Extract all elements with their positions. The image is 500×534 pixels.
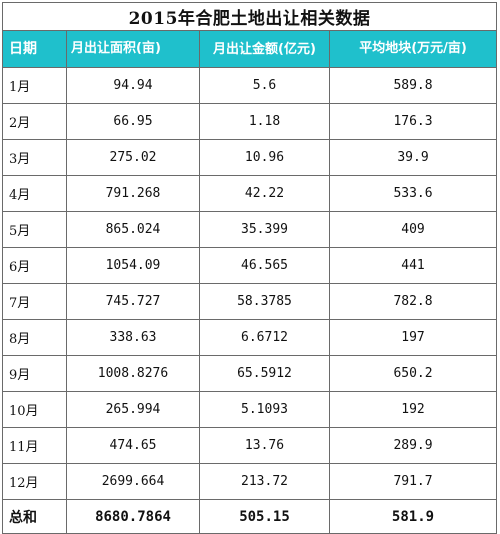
cell-amount: 42.22 bbox=[199, 175, 330, 212]
cell-month: 5月 bbox=[2, 211, 67, 248]
cell-month: 10月 bbox=[2, 391, 67, 428]
table-row: 10月 265.994 5.1093 192 bbox=[2, 391, 498, 428]
cell-area: 791.268 bbox=[66, 175, 200, 212]
cell-month: 2月 bbox=[2, 103, 67, 140]
cell-amount: 65.5912 bbox=[199, 355, 330, 392]
cell-avg: 39.9 bbox=[328, 139, 498, 176]
total-avg: 581.9 bbox=[328, 499, 498, 534]
cell-area: 2699.664 bbox=[66, 463, 200, 500]
cell-avg: 533.6 bbox=[328, 175, 498, 212]
cell-amount: 35.399 bbox=[199, 211, 330, 248]
cell-area: 745.727 bbox=[66, 283, 200, 320]
cell-amount: 46.565 bbox=[199, 247, 330, 284]
cell-amount: 6.6712 bbox=[199, 319, 330, 356]
table-row: 12月 2699.664 213.72 791.7 bbox=[2, 463, 498, 500]
table-row: 2月 66.95 1.18 176.3 bbox=[2, 103, 498, 140]
cell-avg: 192 bbox=[328, 391, 498, 428]
cell-amount: 5.6 bbox=[199, 67, 330, 104]
header-amount: 月出让金额(亿元) bbox=[199, 30, 330, 68]
table-title: 2015年合肥土地出让相关数据 bbox=[1, 2, 498, 31]
cell-avg: 289.9 bbox=[328, 427, 498, 464]
cell-month: 7月 bbox=[2, 283, 67, 320]
table-row: 5月 865.024 35.399 409 bbox=[2, 211, 498, 248]
cell-month: 1月 bbox=[2, 67, 67, 104]
cell-avg: 197 bbox=[328, 319, 498, 356]
cell-area: 865.024 bbox=[66, 211, 200, 248]
cell-month: 3月 bbox=[2, 139, 67, 176]
cell-month: 9月 bbox=[2, 355, 67, 392]
header-date: 日期 bbox=[2, 30, 67, 68]
total-amount: 505.15 bbox=[199, 499, 330, 534]
header-avg: 平均地块(万元/亩) bbox=[328, 30, 498, 68]
cell-month: 6月 bbox=[2, 247, 67, 284]
header-row: 日期 月出让面积(亩) 月出让金额(亿元) 平均地块(万元/亩) bbox=[2, 30, 498, 68]
cell-month: 4月 bbox=[2, 175, 67, 212]
table-row: 7月 745.727 58.3785 782.8 bbox=[2, 283, 498, 320]
cell-area: 94.94 bbox=[66, 67, 200, 104]
cell-amount: 10.96 bbox=[199, 139, 330, 176]
cell-area: 265.994 bbox=[66, 391, 200, 428]
table-row: 9月 1008.8276 65.5912 650.2 bbox=[2, 355, 498, 392]
table-row: 6月 1054.09 46.565 441 bbox=[2, 247, 498, 284]
cell-area: 66.95 bbox=[66, 103, 200, 140]
table-row: 1月 94.94 5.6 589.8 bbox=[2, 67, 498, 104]
cell-area: 275.02 bbox=[66, 139, 200, 176]
cell-area: 1008.8276 bbox=[66, 355, 200, 392]
cell-avg: 441 bbox=[328, 247, 498, 284]
table-row: 11月 474.65 13.76 289.9 bbox=[2, 427, 498, 464]
cell-amount: 1.18 bbox=[199, 103, 330, 140]
cell-month: 11月 bbox=[2, 427, 67, 464]
table-row: 4月 791.268 42.22 533.6 bbox=[2, 175, 498, 212]
table-row: 3月 275.02 10.96 39.9 bbox=[2, 139, 498, 176]
cell-amount: 213.72 bbox=[199, 463, 330, 500]
cell-amount: 5.1093 bbox=[199, 391, 330, 428]
cell-amount: 13.76 bbox=[199, 427, 330, 464]
cell-area: 474.65 bbox=[66, 427, 200, 464]
header-area: 月出让面积(亩) bbox=[66, 30, 200, 68]
cell-area: 338.63 bbox=[66, 319, 200, 356]
table-row: 8月 338.63 6.6712 197 bbox=[2, 319, 498, 356]
total-label: 总和 bbox=[2, 499, 67, 534]
cell-month: 8月 bbox=[2, 319, 67, 356]
total-row: 总和 8680.7864 505.15 581.9 bbox=[2, 499, 498, 534]
total-area: 8680.7864 bbox=[66, 499, 200, 534]
cell-avg: 176.3 bbox=[328, 103, 498, 140]
cell-avg: 589.8 bbox=[328, 67, 498, 104]
cell-area: 1054.09 bbox=[66, 247, 200, 284]
cell-avg: 409 bbox=[328, 211, 498, 248]
cell-avg: 791.7 bbox=[328, 463, 498, 500]
cell-avg: 782.8 bbox=[328, 283, 498, 320]
cell-amount: 58.3785 bbox=[199, 283, 330, 320]
cell-avg: 650.2 bbox=[328, 355, 498, 392]
cell-month: 12月 bbox=[2, 463, 67, 500]
